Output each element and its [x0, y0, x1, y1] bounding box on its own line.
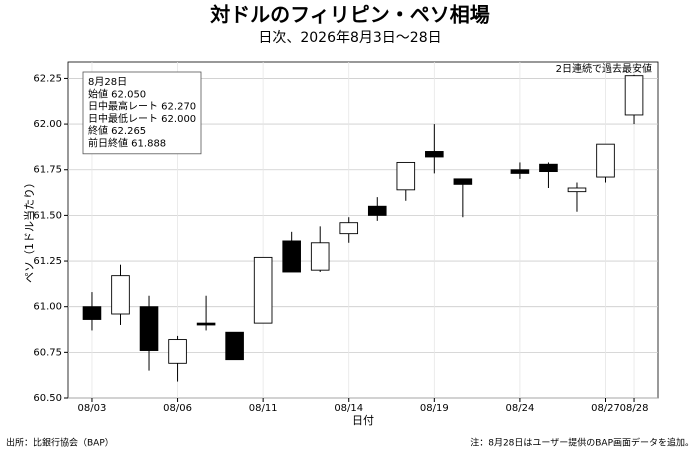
annotation: 2日連続で過去最安値: [556, 62, 652, 75]
candle-body: [225, 331, 244, 361]
y-tick-label: 61.75: [33, 165, 62, 176]
candle-body: [168, 339, 187, 364]
candle-body: [453, 178, 473, 185]
candle-body: [82, 306, 102, 320]
y-tick-label: 61.25: [33, 256, 62, 267]
candle-body: [624, 75, 644, 116]
candle-body: [567, 187, 587, 193]
y-tick-label: 62.00: [33, 119, 62, 130]
candle-body: [510, 169, 530, 174]
y-axis-label: ペソ（1ドル当たり）: [22, 177, 36, 283]
x-tick-label: 08/11: [249, 403, 278, 414]
x-tick-label: 08/03: [78, 403, 107, 414]
candle-body: [139, 306, 159, 351]
info-line: 始値 62.050: [88, 87, 146, 100]
chart-title: 対ドルのフィリピン・ペソ相場: [209, 3, 490, 27]
info-line: 終値 62.265: [88, 124, 146, 137]
x-tick-label: 08/27: [591, 403, 620, 414]
y-tick-label: 60.50: [33, 393, 62, 404]
candle-body: [282, 240, 301, 273]
candle-body: [339, 222, 359, 235]
x-axis-label: 日付: [352, 414, 374, 427]
x-tick-label: 08/28: [620, 403, 649, 414]
info-line: 8月28日: [88, 76, 127, 88]
candle-body: [196, 322, 216, 326]
chart-subtitle: 日次、2026年8月3日〜28日: [258, 30, 441, 46]
candle-body: [367, 205, 387, 216]
x-tick-label: 08/19: [420, 403, 449, 414]
info-line: 日中最高レート 62.270: [88, 100, 196, 113]
x-tick-label: 08/14: [334, 403, 363, 414]
y-tick-label: 61.00: [33, 302, 62, 313]
x-tick-label: 08/24: [506, 403, 535, 414]
candle-body: [111, 275, 130, 315]
info-box-frame: [82, 71, 202, 155]
candle-body: [310, 242, 330, 271]
source: 出所：比銀行協会（BAP）: [6, 437, 114, 449]
candle-body: [596, 143, 615, 178]
note: 注：8月28日はユーザー提供のBAP画面データを追加。: [470, 437, 694, 449]
y-tick-label: 61.50: [33, 210, 62, 221]
info-line: 前日終値 61.888: [88, 137, 166, 150]
candle-body: [253, 256, 273, 324]
y-tick-label: 60.75: [33, 347, 62, 358]
candle-body: [396, 161, 416, 191]
info-line: 日中最低レート 62.000: [88, 112, 196, 125]
x-tick-label: 08/06: [163, 403, 192, 414]
candle-body: [539, 163, 558, 173]
y-tick-label: 62.25: [33, 73, 62, 84]
candle-body: [425, 151, 444, 158]
